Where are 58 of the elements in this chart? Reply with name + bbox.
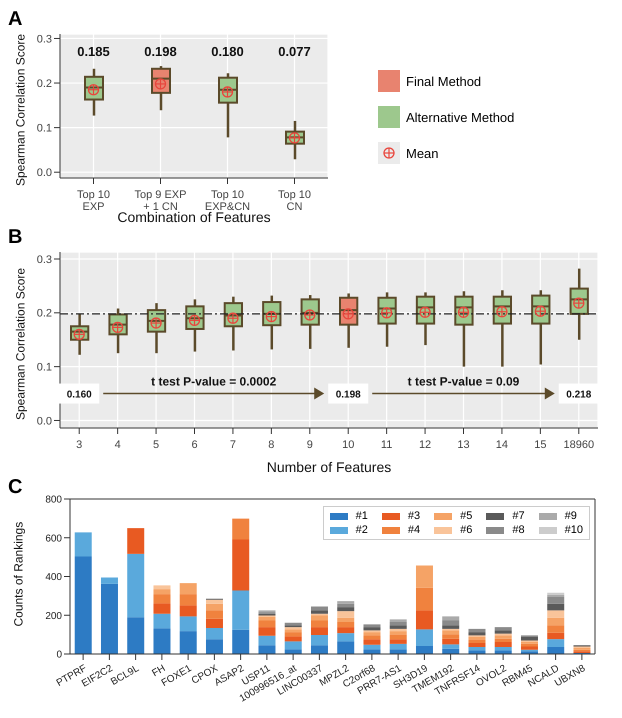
annotation: 0.185 [77, 44, 110, 59]
x-axis-title: Number of Features [266, 459, 392, 475]
y-tick-label: 0.3 [36, 254, 52, 266]
legend-label: #10 [564, 524, 583, 536]
x-tick-label: 9 [306, 439, 313, 451]
x-tick-label: 11 [380, 439, 392, 451]
annotation: 0.218 [566, 390, 592, 401]
x-tick-label: 14 [496, 439, 508, 451]
y-tick-label: 800 [45, 494, 62, 506]
annotation: 0.198 [144, 44, 177, 59]
x-tick-label: 18960 [563, 439, 594, 451]
y-tick-label: 200 [45, 610, 62, 622]
y-axis-title: Spearman Correlation Score [13, 268, 28, 420]
chart-title: A [8, 8, 22, 31]
x-tick-label: 3 [76, 439, 82, 451]
chart-title: B [8, 226, 22, 249]
y-tick-label: 0.1 [36, 362, 52, 374]
x-tick-label: 4 [114, 439, 121, 451]
chart-title: C [8, 476, 22, 499]
x-tick-label: 13 [457, 439, 470, 451]
y-tick-label: 0.0 [36, 415, 52, 428]
y-axis-title: Counts of Rankings [11, 522, 26, 626]
x-tick-label: 15 [534, 439, 546, 451]
legend-label: Alternative Method [406, 110, 514, 124]
y-tick-label: 0 [56, 650, 62, 661]
legend-label: #7 [512, 510, 525, 522]
legend-label: #4 [408, 524, 420, 536]
x-tick-label: 10 [342, 439, 354, 451]
y-tick-label: 400 [45, 572, 62, 584]
legend-label: #1 [356, 510, 368, 522]
annotation: 0.077 [278, 44, 311, 59]
x-tick-label: 8 [268, 439, 274, 451]
x-tick-label: Top 10 CN [278, 189, 312, 213]
legend-label: Mean [406, 146, 439, 160]
legend-label: #6 [460, 524, 472, 536]
legend-label: #5 [460, 510, 472, 522]
legend-label: #2 [356, 524, 368, 536]
legend-label: #3 [408, 510, 420, 522]
x-tick-label: 7 [230, 439, 236, 451]
x-tick-label: 12 [418, 439, 432, 451]
legend-label: Final Method [406, 74, 482, 88]
annotation: 0.160 [66, 390, 92, 401]
x-tick-label: Top 10 EXP [76, 189, 110, 213]
x-tick-label: 5 [153, 439, 160, 451]
y-tick-label: 0.1 [36, 122, 52, 135]
y-tick-label: 0.2 [36, 308, 52, 320]
y-tick-label: 600 [45, 533, 62, 544]
annotation: 0.198 [336, 390, 362, 401]
y-tick-label: 0.3 [36, 33, 52, 46]
legend-label: #8 [512, 524, 525, 536]
annotation: t test P-value = 0.0002 [151, 374, 277, 389]
annotation: t test P-value = 0.09 [408, 374, 520, 389]
legend-label: #9 [564, 510, 577, 522]
y-tick-label: 0.0 [36, 167, 52, 180]
annotation: 0.180 [211, 44, 244, 59]
y-tick-label: 0.2 [36, 78, 52, 90]
x-tick-label: 6 [191, 439, 198, 451]
y-axis-title: Spearman Correlation Score [13, 34, 28, 186]
